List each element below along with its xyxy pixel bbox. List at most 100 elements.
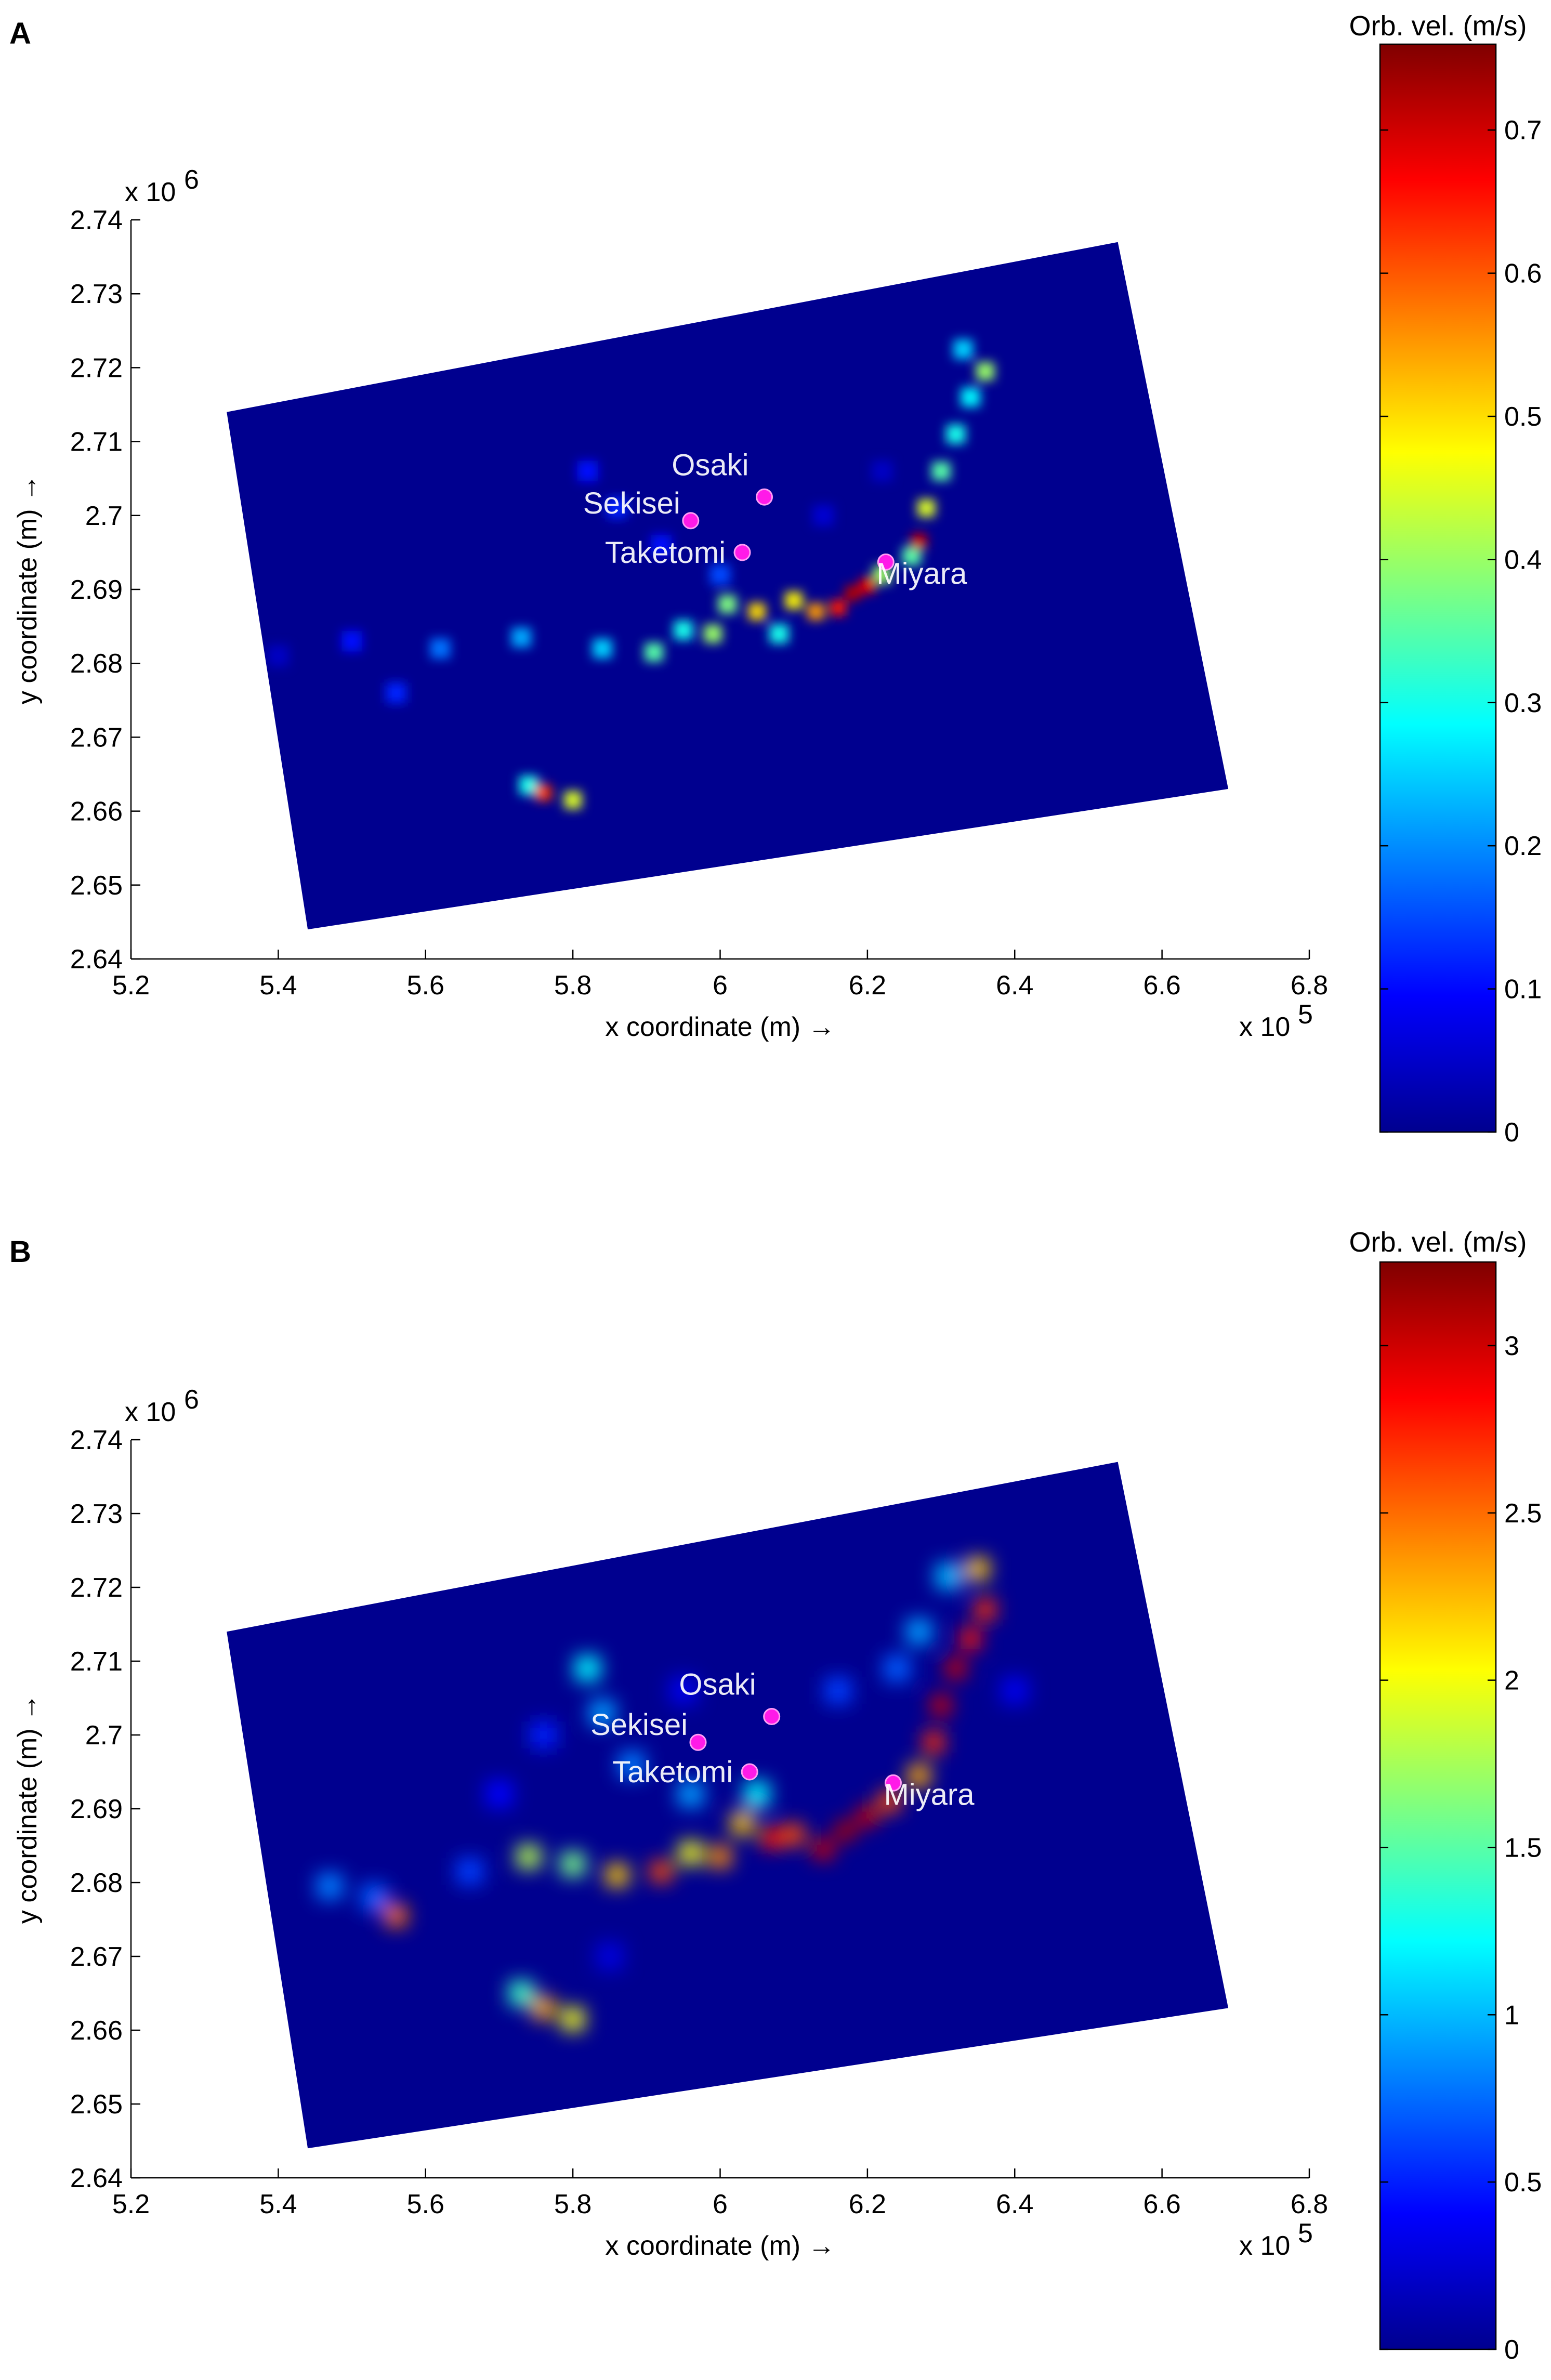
x-tick-label: 6.2: [849, 2189, 886, 2219]
y-exponent: 6: [184, 1385, 199, 1415]
colorbar-tick-label: 2: [1504, 1666, 1519, 1696]
velocity-cell: [709, 1846, 731, 1868]
x-tick-label: 6: [713, 970, 728, 1001]
velocity-cell: [936, 1563, 962, 1589]
velocity-cell: [761, 1827, 782, 1849]
x-multiplier: x 10: [1239, 1012, 1290, 1042]
colorbar-title: Orb. vel. (m/s): [1349, 1227, 1527, 1258]
velocity-field: [268, 339, 994, 809]
velocity-cell: [884, 1655, 910, 1682]
velocity-cell: [669, 1677, 697, 1705]
site-marker: [884, 1774, 902, 1792]
x-tick-label: 5.6: [407, 2189, 444, 2219]
colorbar-tick-label: 0.3: [1504, 688, 1542, 718]
velocity-cell: [710, 564, 730, 585]
colorbar-tick-label: 0: [1504, 2335, 1519, 2365]
plot-area: 5.2 5.4 5.6 5.8 6 6.2 6.4 6.6 6.8 2.64 2.65 2.66 2.6…: [12, 165, 1328, 1042]
velocity-cell: [879, 1791, 900, 1812]
x-tick-label: 5.6: [407, 970, 444, 1001]
velocity-cell: [911, 533, 927, 549]
site-label: Miyara: [884, 1778, 975, 1811]
x-axis-label: x coordinate (m) →: [605, 2231, 835, 2261]
y-tick-label: 2.64: [70, 944, 123, 975]
site-marker: [877, 553, 895, 571]
y-exponent: 6: [184, 165, 199, 195]
y-tick-label: 2.74: [70, 1425, 123, 1455]
velocity-cell: [485, 1780, 513, 1808]
velocity-cell: [813, 1839, 834, 1860]
y-tick-label: 2.66: [70, 2016, 123, 2046]
colorbar-title: Orb. vel. (m/s): [1349, 10, 1527, 42]
y-axis-label: y coordinate (m) →: [12, 475, 43, 704]
site-marker: [682, 512, 700, 530]
colorbar-tick-label: 0.4: [1504, 545, 1542, 575]
site-marker: [689, 1733, 707, 1751]
velocity-cell: [678, 1781, 704, 1807]
velocity-cell: [385, 1905, 407, 1927]
velocity-cell: [674, 621, 693, 640]
site-markers: Osaki Sekisei Taketomi Miyara: [590, 1668, 975, 1812]
velocity-cell: [575, 1656, 600, 1681]
colorbar-tick-label: 0: [1504, 1117, 1519, 1148]
velocity-cell: [783, 1824, 805, 1846]
x-axis-label: x coordinate (m) →: [605, 1012, 835, 1042]
colorbar-tick-label: 2.5: [1504, 1498, 1542, 1529]
velocity-cell: [923, 1732, 944, 1753]
velocity-cell: [519, 775, 538, 795]
y-tick-label: 2.7: [85, 501, 123, 531]
y-tick-label: 2.72: [70, 1573, 123, 1603]
axes: 5.2 5.4 5.6 5.8 6 6.2 6.4 6.6 6.8 2.64 2.65 2.66 2.6…: [12, 165, 1328, 1042]
velocity-cell: [593, 639, 612, 659]
x-tick-label: 5.4: [259, 970, 297, 1001]
y-tick-label: 2.69: [70, 1794, 123, 1824]
x-tick-label: 6.4: [996, 970, 1033, 1001]
velocity-cell: [530, 1721, 557, 1748]
colorbar-tick-label: 0.5: [1504, 402, 1542, 432]
velocity-cell: [564, 791, 582, 809]
y-tick-label: 2.72: [70, 353, 123, 383]
colorbar-tick-label: 1.5: [1504, 1833, 1542, 1863]
velocity-cell: [859, 577, 875, 594]
x-tick-label: 6.2: [849, 970, 886, 1001]
x-tick-label: 6: [713, 2189, 728, 2219]
y-tick-label: 2.73: [70, 1499, 123, 1529]
velocity-cell: [960, 1628, 981, 1650]
x-multiplier: x 10: [1239, 2231, 1290, 2261]
y-multiplier: x 10: [125, 177, 176, 207]
colorbar-tick-label: 0.5: [1504, 2167, 1542, 2198]
y-tick-label: 2.7: [85, 1720, 123, 1751]
x-exponent: 5: [1298, 1000, 1313, 1030]
y-tick-label: 2.71: [70, 1647, 123, 1677]
velocity-cell: [606, 1864, 628, 1887]
velocity-cell: [577, 461, 598, 482]
velocity-cell: [561, 1852, 585, 1876]
colorbar-tick-label: 0.2: [1504, 831, 1542, 861]
site-marker: [741, 1763, 758, 1781]
site-markers: Osaki Sekisei Taketomi Miyara: [583, 448, 967, 590]
velocity-cell: [824, 1677, 851, 1704]
x-tick-label: 6.4: [996, 2189, 1033, 2219]
velocity-cell: [704, 624, 722, 643]
velocity-cell: [967, 1558, 989, 1580]
velocity-cell: [748, 603, 766, 621]
velocity-cell: [961, 387, 980, 407]
velocity-cell: [386, 682, 406, 703]
panel-letter: B: [9, 1235, 31, 1269]
velocity-cell: [807, 603, 824, 620]
site-marker: [733, 544, 751, 561]
x-tick-label: 5.4: [259, 2189, 297, 2219]
velocity-cell: [908, 1764, 930, 1787]
y-tick-label: 2.67: [70, 722, 123, 753]
velocity-cell: [917, 499, 936, 517]
y-tick-label: 2.68: [70, 1868, 123, 1898]
velocity-cell: [946, 425, 966, 444]
y-tick-label: 2.65: [70, 871, 123, 901]
velocity-cell: [430, 638, 451, 659]
y-tick-label: 2.69: [70, 575, 123, 605]
colorbar-gradient: [1379, 43, 1497, 1133]
y-tick-label: 2.66: [70, 797, 123, 827]
velocity-cell: [679, 1842, 702, 1865]
y-tick-label: 2.65: [70, 2089, 123, 2120]
velocity-cell: [845, 585, 861, 601]
